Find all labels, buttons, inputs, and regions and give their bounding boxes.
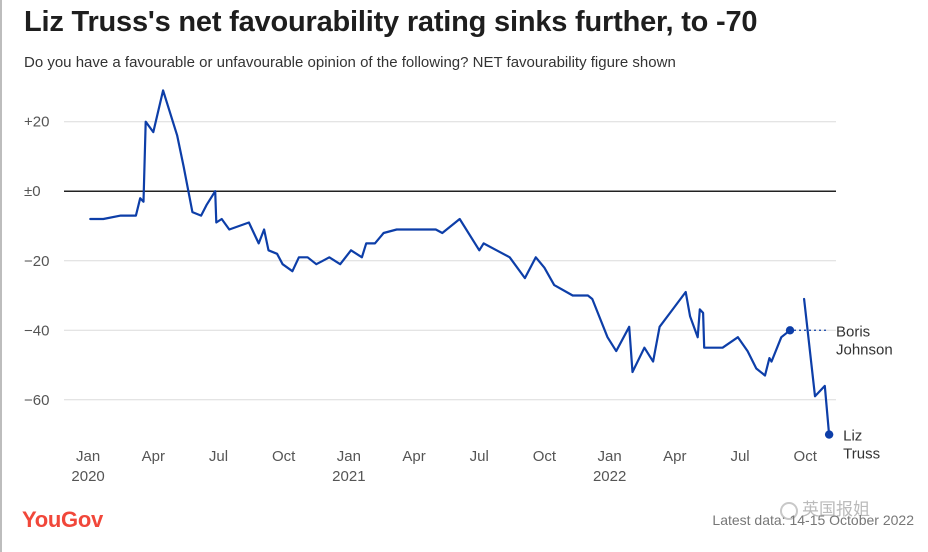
chart-subtitle: Do you have a favourable or unfavourable…	[24, 54, 676, 71]
left-frame-border	[0, 0, 2, 552]
yougov-logo: YouGov	[22, 507, 103, 532]
watermark: 英国报姐	[780, 495, 870, 520]
x-tick-label: Oct	[272, 448, 296, 465]
y-tick-label: +20	[24, 114, 49, 131]
x-tick-label: Jul	[730, 448, 749, 465]
latest-data-note: Latest data: 14-15 October 2022	[712, 512, 914, 528]
x-year-label: 2020	[71, 468, 104, 485]
x-tick-label: Oct	[794, 448, 818, 465]
end-marker-boris-johnson	[785, 326, 795, 335]
x-tick-label: Jul	[209, 448, 228, 465]
series-line-liz-truss	[803, 297, 831, 436]
chart-title: Liz Truss's net favourability rating sin…	[24, 6, 758, 38]
end-marker-liz-truss	[824, 430, 834, 439]
y-tick-label: ±0	[24, 183, 41, 200]
y-tick-label: −20	[24, 253, 49, 270]
x-tick-label: Jan	[337, 448, 361, 465]
x-year-label: 2021	[332, 468, 365, 485]
gridlines	[64, 121, 836, 401]
x-tick-label: Jan	[76, 448, 100, 465]
x-tick-label: Apr	[663, 448, 686, 465]
series-label-truss: Truss	[843, 446, 880, 463]
series-label-boris: Boris	[836, 323, 870, 340]
series-line-boris-johnson	[89, 89, 792, 377]
y-tick-label: −60	[24, 392, 49, 409]
y-tick-label: −40	[24, 322, 49, 339]
x-tick-label: Oct	[533, 448, 557, 465]
x-tick-label: Jul	[470, 448, 489, 465]
x-year-label: 2022	[593, 468, 626, 485]
series-label-liz: Liz	[843, 428, 862, 445]
series-lines	[89, 89, 831, 436]
axis-labels: +20 ±0 −20 −40 −60 Jan 2020 Apr Jul Oct Jan 2021 Apr…	[24, 114, 818, 485]
x-tick-label: Jan	[598, 448, 622, 465]
watermark-text: 英国报姐	[802, 500, 870, 519]
x-tick-label: Apr	[402, 448, 425, 465]
series-label-johnson: Johnson	[836, 341, 893, 358]
x-tick-label: Apr	[142, 448, 165, 465]
wechat-icon	[780, 501, 798, 520]
